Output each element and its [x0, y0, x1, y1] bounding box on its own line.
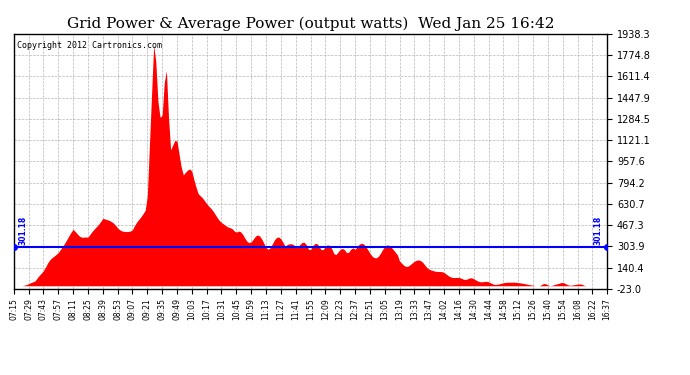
Text: Copyright 2012 Cartronics.com: Copyright 2012 Cartronics.com — [17, 41, 161, 50]
Title: Grid Power & Average Power (output watts)  Wed Jan 25 16:42: Grid Power & Average Power (output watts… — [67, 17, 554, 31]
Text: 301.18: 301.18 — [594, 215, 603, 244]
Text: 301.18: 301.18 — [18, 215, 27, 244]
